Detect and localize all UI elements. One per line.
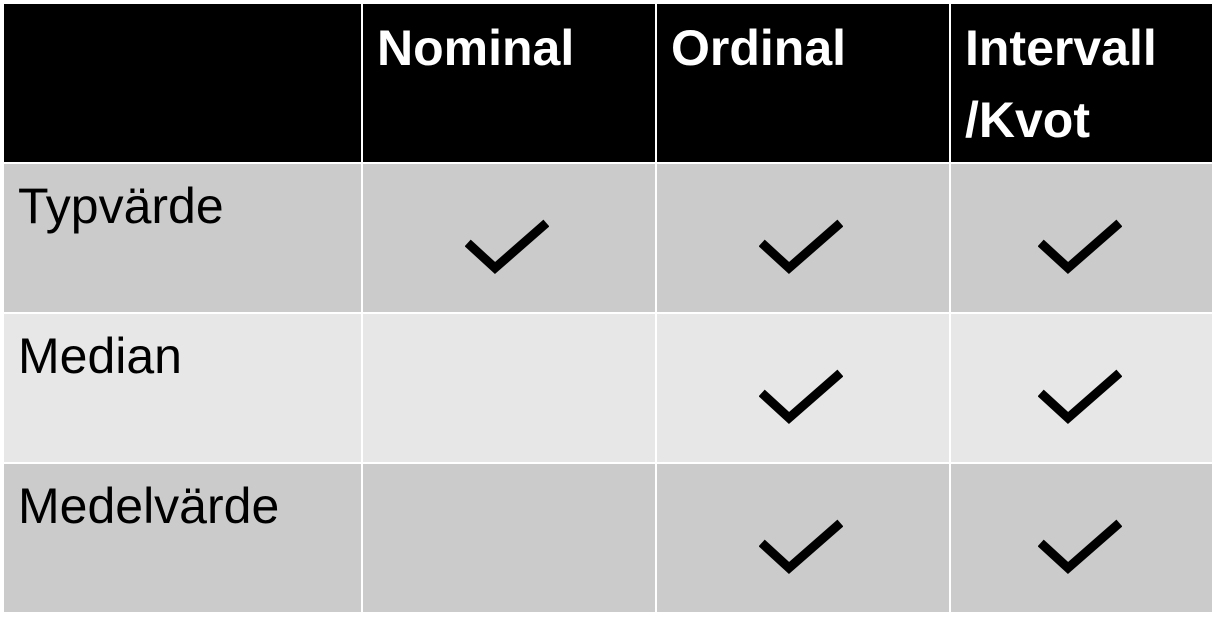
row-label-medelvarde: Medelvärde: [4, 464, 361, 612]
checkmark-icon: [951, 464, 1212, 612]
cell-medelvarde-nominal: [363, 464, 655, 612]
checkmark-icon: [657, 164, 949, 312]
measures-table: Nominal Ordinal Intervall /Kvot Typvärde…: [4, 4, 1212, 614]
header-interval-ratio: Intervall /Kvot: [951, 4, 1212, 162]
cell-typvarde-nominal: [363, 164, 655, 312]
cell-typvarde-interval: [951, 164, 1212, 312]
cell-median-interval: [951, 314, 1212, 462]
row-label-typvarde: Typvärde: [4, 164, 361, 312]
cell-typvarde-ordinal: [657, 164, 949, 312]
row-label-median: Median: [4, 314, 361, 462]
cell-median-nominal: [363, 314, 655, 462]
checkmark-icon: [951, 314, 1212, 462]
cell-median-ordinal: [657, 314, 949, 462]
checkmark-icon: [657, 464, 949, 612]
header-ordinal: Ordinal: [657, 4, 949, 162]
header-nominal: Nominal: [363, 4, 655, 162]
checkmark-icon: [951, 164, 1212, 312]
checkmark-icon: [363, 164, 655, 312]
header-empty-cell: [4, 4, 361, 162]
cell-medelvarde-interval: [951, 464, 1212, 612]
checkmark-icon: [657, 314, 949, 462]
cell-medelvarde-ordinal: [657, 464, 949, 612]
